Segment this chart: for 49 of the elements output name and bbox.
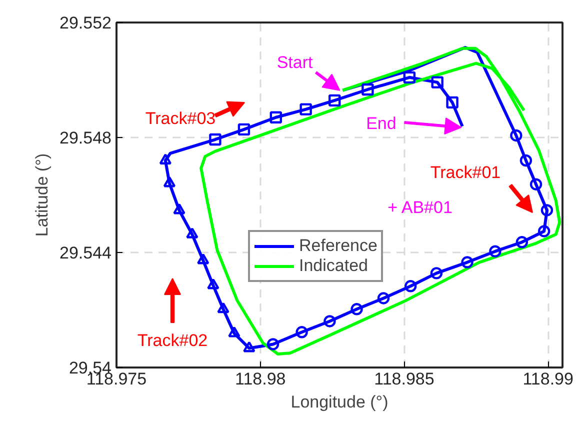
point [516,236,528,248]
point [207,278,220,290]
point [510,129,522,142]
y-tick-label: 29.544 [60,244,112,262]
point [217,302,230,314]
point [270,111,282,124]
point [538,225,550,238]
y-axis-title: Latitude (°) [32,153,52,237]
point [530,178,542,190]
annotation: + AB#01 [388,198,452,217]
point [403,71,416,84]
x-axis-title: Longitude (°) [290,392,388,412]
legend-label: Reference [299,236,378,256]
point [324,315,336,328]
point [540,204,554,216]
point [430,267,443,280]
point [300,103,312,116]
annotation: End [366,114,396,133]
point [209,133,222,146]
point [461,256,474,268]
point [159,154,172,164]
y-tick-label: 29.552 [60,14,112,32]
point [489,245,502,258]
point [350,303,363,316]
x-tick-label: 118.98 [235,370,286,388]
legend-label: Indicated [299,256,368,276]
annotation: Start [276,52,314,72]
annotation: Track#02 [137,331,208,350]
annotation: Track#03 [145,109,216,128]
point [173,203,186,214]
point [243,341,256,352]
point [431,76,444,88]
point [520,154,532,167]
point [266,338,280,350]
x-tick-label: 118.99 [522,370,574,388]
point [377,292,390,304]
point [238,123,250,136]
point [446,96,458,109]
point [186,228,198,238]
point [404,280,417,292]
annotation: Track#01 [430,163,501,182]
point [197,253,210,264]
point [328,94,341,107]
point [296,326,308,338]
point [228,326,240,338]
point [362,83,374,96]
point [163,176,176,188]
x-tick-label: 118.985 [374,370,434,388]
y-tick-label: 29.548 [60,128,112,148]
